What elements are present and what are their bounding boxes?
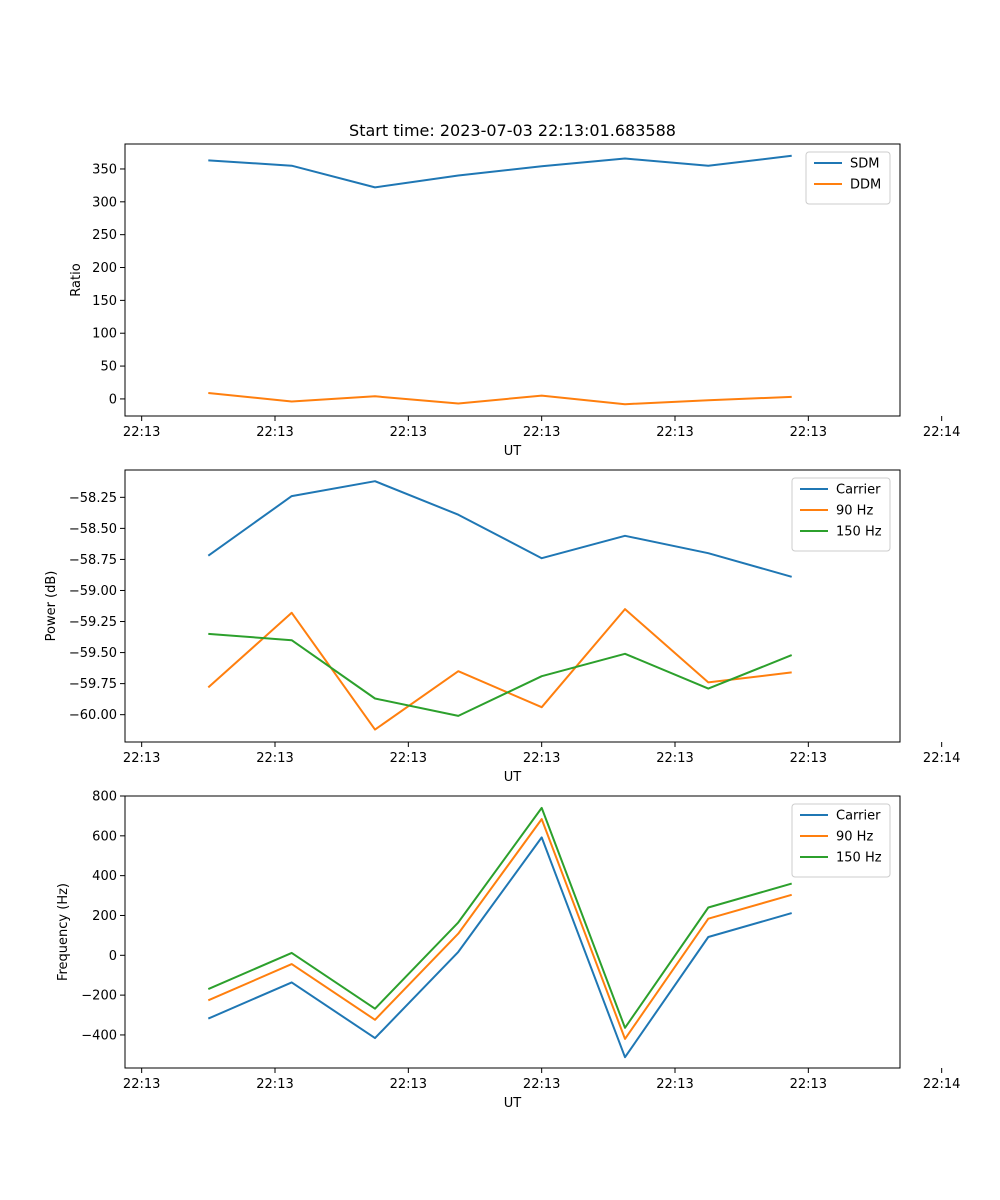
x-axis-label: UT <box>504 770 522 785</box>
x-axis-label: UT <box>504 1096 522 1111</box>
legend-box <box>791 803 891 878</box>
y-axis-label: Frequency (Hz) <box>56 883 71 981</box>
legend-label: SDM <box>850 157 879 172</box>
y-tick-label: 300 <box>92 195 117 210</box>
y-tick-label: 200 <box>92 909 117 924</box>
legend-label: Carrier <box>836 483 881 498</box>
series-line-carrier <box>207 836 792 1059</box>
y-tick-label: −58.50 <box>69 522 117 537</box>
y-tick-label: 0 <box>109 949 117 964</box>
series-line-90-hz <box>207 608 792 731</box>
x-tick-label: 22:13 <box>390 751 427 766</box>
y-tick-label: −59.50 <box>69 646 117 661</box>
x-tick-label: 22:13 <box>523 425 560 440</box>
x-tick-label: 22:13 <box>656 751 693 766</box>
legend-box <box>805 151 891 205</box>
y-tick-label: 200 <box>92 261 117 276</box>
y-axis-label: Ratio <box>69 263 84 296</box>
series-line-carrier <box>207 480 792 578</box>
series-line-150-hz <box>207 806 792 1029</box>
x-tick-label: 22:13 <box>523 751 560 766</box>
chart-panel-3: 22:13 22:13 22:13 22:13 22:13 22:13 22:14 UT 800… <box>56 790 960 1112</box>
legend-label: 150 Hz <box>836 851 882 866</box>
legend-label: 90 Hz <box>836 830 873 845</box>
legend-label: 150 Hz <box>836 525 882 540</box>
y-tick-label: 350 <box>92 162 117 177</box>
x-tick-label: 22:13 <box>790 425 827 440</box>
series-line-150-hz <box>208 632 793 717</box>
y-tick-label: 250 <box>92 228 117 243</box>
y-tick-label: −60.00 <box>69 708 117 723</box>
axes-frame <box>124 469 901 743</box>
x-tick-label: 22:13 <box>656 425 693 440</box>
series-line-sdm <box>208 154 792 189</box>
chart-panel-2: 22:13 22:13 22:13 22:13 22:13 22:13 22:14 UT −58… <box>44 469 960 785</box>
x-tick-label: 22:13 <box>256 751 293 766</box>
x-tick-label: 22:13 <box>523 1077 560 1092</box>
x-tick-label: 22:13 <box>123 1077 160 1092</box>
y-tick-label: −59.25 <box>69 615 117 630</box>
y-tick-label: −200 <box>81 989 117 1004</box>
y-tick-label: −59.00 <box>69 584 117 599</box>
x-tick-label: 22:13 <box>790 1077 827 1092</box>
legend: Carrier 90 Hz 150 Hz <box>791 803 891 878</box>
legend-label: DDM <box>850 178 881 193</box>
x-tick-label: 22:14 <box>923 1077 960 1092</box>
y-tick-label: −59.75 <box>69 677 117 692</box>
chart-panel-1: Start time: 2023-07-03 22:13:01.683588 22… <box>69 121 960 459</box>
x-tick-label: 22:13 <box>656 1077 693 1092</box>
y-tick-label: 400 <box>92 869 117 884</box>
series-line-90-hz <box>207 818 792 1040</box>
legend-box <box>791 477 891 552</box>
series-line-ddm <box>208 392 792 406</box>
x-tick-label: 22:14 <box>923 751 960 766</box>
legend: SDM DDM <box>805 151 891 205</box>
axes-frame <box>124 795 901 1069</box>
y-tick-label: −58.75 <box>69 553 117 568</box>
y-tick-label: 150 <box>92 294 117 309</box>
y-tick-label: 600 <box>92 829 117 844</box>
y-tick-label: −400 <box>81 1028 117 1043</box>
y-tick-label: 800 <box>92 790 117 805</box>
x-axis-label: UT <box>504 444 522 459</box>
y-tick-label: 100 <box>92 327 117 342</box>
y-tick-label: −58.25 <box>69 491 117 506</box>
x-tick-label: 22:13 <box>390 425 427 440</box>
legend-label: 90 Hz <box>836 504 873 519</box>
x-tick-label: 22:13 <box>790 751 827 766</box>
legend-label: Carrier <box>836 809 881 824</box>
x-tick-label: 22:14 <box>923 425 960 440</box>
y-tick-label: 0 <box>109 392 117 407</box>
x-tick-label: 22:13 <box>123 425 160 440</box>
y-tick-label: 50 <box>100 360 117 375</box>
axes-frame <box>124 143 901 417</box>
chart-title: Start time: 2023-07-03 22:13:01.683588 <box>349 121 676 140</box>
x-tick-label: 22:13 <box>256 1077 293 1092</box>
y-axis-label: Power (dB) <box>44 571 59 642</box>
x-tick-label: 22:13 <box>256 425 293 440</box>
x-tick-label: 22:13 <box>123 751 160 766</box>
x-tick-label: 22:13 <box>390 1077 427 1092</box>
legend: Carrier 90 Hz 150 Hz <box>791 477 891 552</box>
